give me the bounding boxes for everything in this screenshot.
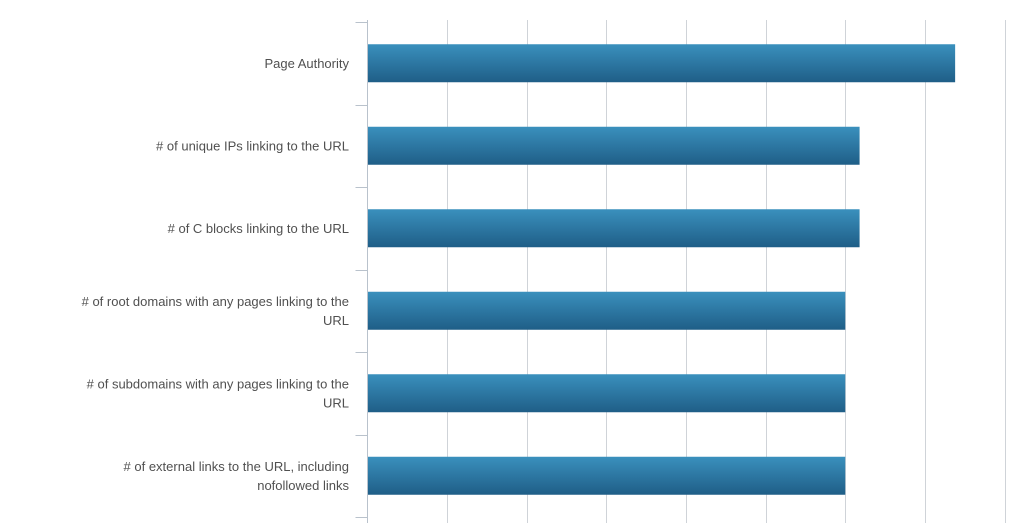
category-label: # of C blocks linking to the URL: [168, 221, 349, 236]
bar: [368, 44, 956, 83]
category-label: # of unique IPs linking to the URL: [156, 138, 349, 153]
bar: [368, 456, 846, 495]
category-label: Page Authority: [264, 56, 349, 71]
bar: [368, 291, 846, 330]
category-label: # of root domains with any pages linking…: [82, 294, 349, 328]
bar: [368, 209, 860, 248]
category-labels: Page Authority # of unique IPs linking to…: [82, 56, 350, 493]
category-label: # of subdomains with any pages linking t…: [87, 376, 349, 410]
bar: [368, 374, 846, 413]
bars: [368, 44, 956, 495]
bar: [368, 126, 860, 165]
category-label: # of external links to the URL, includin…: [124, 459, 350, 493]
category-axis: [355, 20, 368, 523]
gridlines: [447, 20, 1006, 523]
